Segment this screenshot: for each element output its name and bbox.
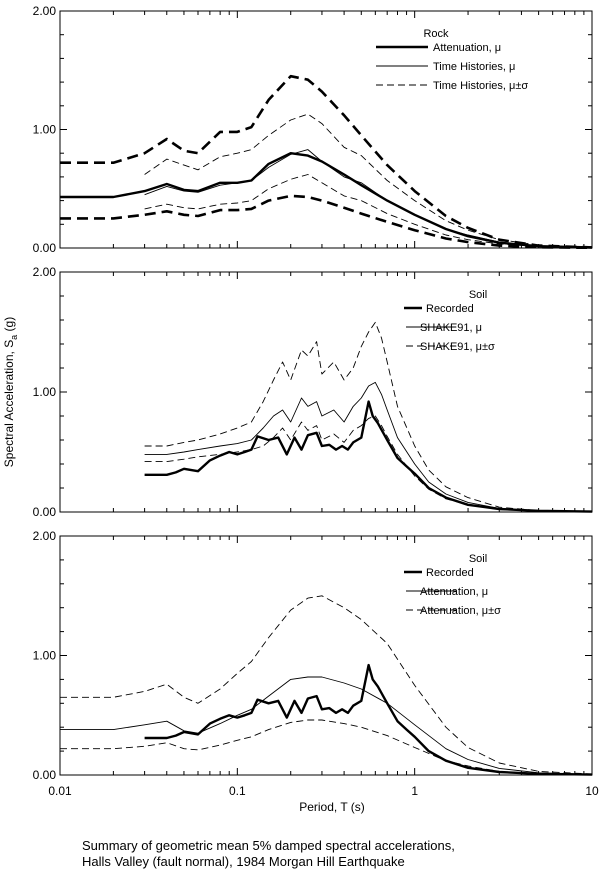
x-tick-label: 0.01 [48,784,72,798]
y-tick-label: 1.00 [33,123,57,137]
legend-title: Rock [423,28,449,40]
y-tick-label: 1.00 [33,649,57,663]
y-axis-label-unit: (g) [2,317,16,335]
legend: Soil Recorded Attenuation, μ Attenuation, μ… [404,553,501,617]
series-line-3-4 [60,719,593,776]
y-tick-label: 2.00 [33,265,57,279]
panel-2: 0.00 1.00 2.00 Soil Recorded SHAKE91, μ SHAKE9… [33,265,593,519]
x-tick-labels: 0.01 0.1 1 10 [48,784,599,798]
legend: Soil Recorded SHAKE91, μ SHAKE91, μ±σ [404,289,495,353]
x-axis-label: Period, T (s) [299,800,365,814]
y-tick-label: 0.00 [33,768,57,782]
legend-entry: Recorded [426,303,474,315]
legend-title: Soil [469,553,487,565]
legend-entry: Attenuation, μ [433,42,501,54]
caption-line-1: Summary of geometric mean 5% damped spec… [82,838,455,853]
series-line-2-4 [144,415,593,513]
panels: 0.00 1.00 2.00 Rock Attenuation, μ Time Histo… [33,4,593,782]
x-tick-label: 10 [585,784,599,798]
series-line-1-3 [144,113,539,246]
y-tick-label: 0.00 [33,505,57,519]
figure-caption: Summary of geometric mean 5% damped spec… [82,838,455,870]
series-line-1-5 [60,74,593,249]
series-line-3-2 [60,676,593,775]
y-tick-label: 1.00 [33,385,57,399]
legend-entry: SHAKE91, μ [420,322,482,334]
legend-entry: Attenuation, μ [420,586,488,598]
legend-entry: Attenuation, μ±σ [420,605,501,617]
legend-entry: SHAKE91, μ±σ [420,341,495,353]
series-line-3-3 [60,595,593,775]
series-line-1-4 [144,174,539,248]
panel-3: 0.00 1.00 2.00 Soil Recorded Attenuation, μ At… [33,529,593,782]
series-line-1-2 [144,149,539,247]
plot-frame [59,535,593,776]
series-line-3-1 [144,663,593,776]
legend-entry: Time Histories, μ±σ [433,80,528,92]
caption-line-2: Halls Valley (fault normal), 1984 Morgan… [82,854,405,869]
y-axis-label-sub: a [9,335,19,340]
legend-entry: Recorded [426,567,474,579]
series-line-2-3 [144,321,593,513]
y-tick-label: 0.00 [33,241,57,255]
legend-entry: Time Histories, μ [433,61,515,73]
plot-frame [59,10,593,249]
x-tick-label: 1 [411,784,418,798]
y-axis-label: Spectral Acceleration, Sa (g) [2,317,19,467]
y-tick-label: 2.00 [33,4,57,18]
panel-1: 0.00 1.00 2.00 Rock Attenuation, μ Time Histo… [33,4,593,255]
plot-frame [59,271,593,513]
legend-title: Soil [469,289,487,301]
series-line-2-2 [144,381,593,513]
series-line-1-1 [60,152,593,249]
series-line-1-6 [60,194,593,250]
x-tick-label: 0.1 [229,784,246,798]
y-axis-label-main: Spectral Acceleration, S [2,340,16,467]
legend: Rock Attenuation, μ Time Histories, μ Time … [376,28,528,92]
y-tick-label: 2.00 [33,529,57,543]
